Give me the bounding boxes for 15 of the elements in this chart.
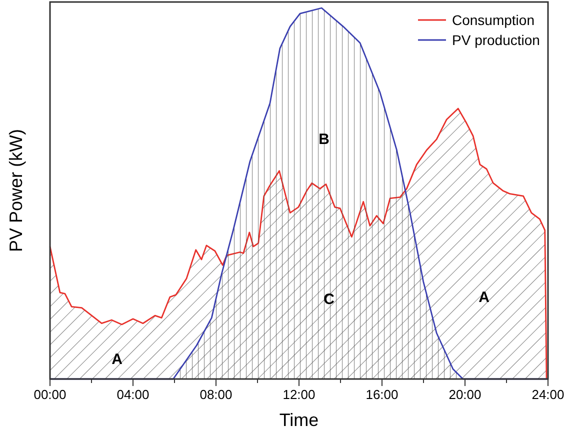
x-tick-label: 24:00 [532,387,564,402]
x-axis-title: Time [279,410,319,430]
legend-label: PV production [452,32,540,48]
x-tick-label: 00:00 [34,387,66,402]
x-tick-label: 08:00 [200,387,232,402]
x-tick-label: 12:00 [282,387,316,402]
annotation: C [324,290,335,308]
legend-label: Consumption [452,12,534,28]
x-tick-label: 04:00 [116,387,150,402]
y-axis-title: PV Power (kW) [6,128,26,252]
x-tick-label: 16:00 [366,387,398,402]
annotation: A [112,350,123,368]
annotation: B [318,130,330,148]
annotation: A [478,288,490,306]
x-tick-label: 20:00 [448,387,482,402]
